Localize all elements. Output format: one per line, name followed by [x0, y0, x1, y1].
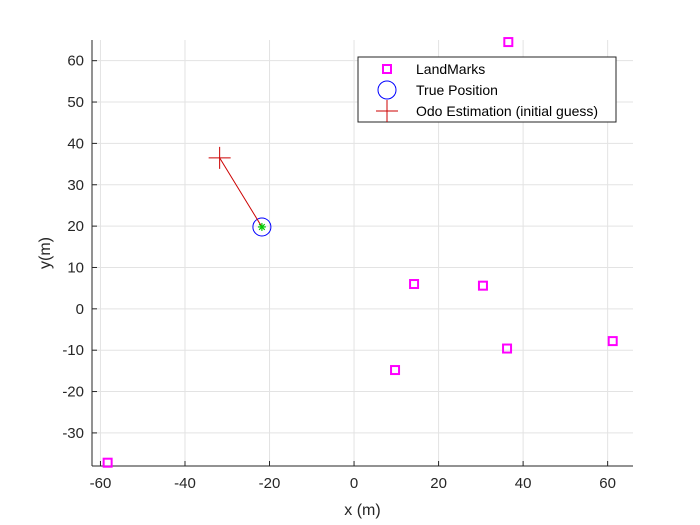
landmark-point [503, 37, 514, 48]
y-tick-label: 50 [67, 94, 84, 111]
landmark-point [607, 336, 618, 347]
y-tick-label: 10 [67, 259, 84, 276]
star-ray [258, 223, 266, 231]
true-position-point [252, 217, 272, 237]
x-tick-label: 20 [430, 475, 447, 492]
x-axis-ticks: -60 -40 -20 0 20 40 60 [90, 461, 616, 492]
estimate-star-marker [257, 222, 266, 231]
y-tick-label: 40 [67, 135, 84, 152]
landmark-point [102, 457, 113, 468]
y-tick-label: -30 [62, 425, 84, 442]
x-tick-label: -60 [90, 475, 112, 492]
x-tick-label: 0 [350, 475, 358, 492]
x-tick-label: 60 [599, 475, 616, 492]
y-tick-label: 60 [67, 53, 84, 70]
landmark-point [409, 279, 420, 290]
axes [91, 40, 633, 467]
legend-entry: Odo Estimation (initial guess) [416, 103, 598, 119]
legend: LandMarks True Position Odo Estimation (in… [357, 56, 617, 123]
y-tick-label: -20 [62, 384, 84, 401]
landmark-point [477, 280, 488, 291]
y-axis-ticks: -30 -20 -10 0 10 20 30 40 50 60 [62, 53, 97, 442]
x-tick-label: -40 [174, 475, 196, 492]
y-axis-label: y(m) [37, 237, 54, 269]
x-tick-label: -20 [259, 475, 281, 492]
legend-entry: LandMarks [416, 61, 485, 77]
data-marks [102, 37, 618, 468]
y-tick-label: -10 [62, 342, 84, 359]
y-tick-label: 30 [67, 177, 84, 194]
odo-to-true-line [219, 157, 263, 228]
x-tick-label: 40 [515, 475, 532, 492]
legend-marker [376, 100, 398, 122]
legend-box [357, 56, 617, 123]
x-axis-label: x (m) [344, 502, 380, 519]
landmark-point [502, 343, 513, 354]
landmark-point [390, 365, 401, 376]
y-tick-label: 0 [76, 301, 84, 318]
legend-marker [382, 64, 392, 74]
legend-entry: True Position [416, 82, 498, 98]
annotations [219, 157, 266, 231]
y-tick-label: 20 [67, 218, 84, 235]
legend-marker [377, 80, 397, 100]
